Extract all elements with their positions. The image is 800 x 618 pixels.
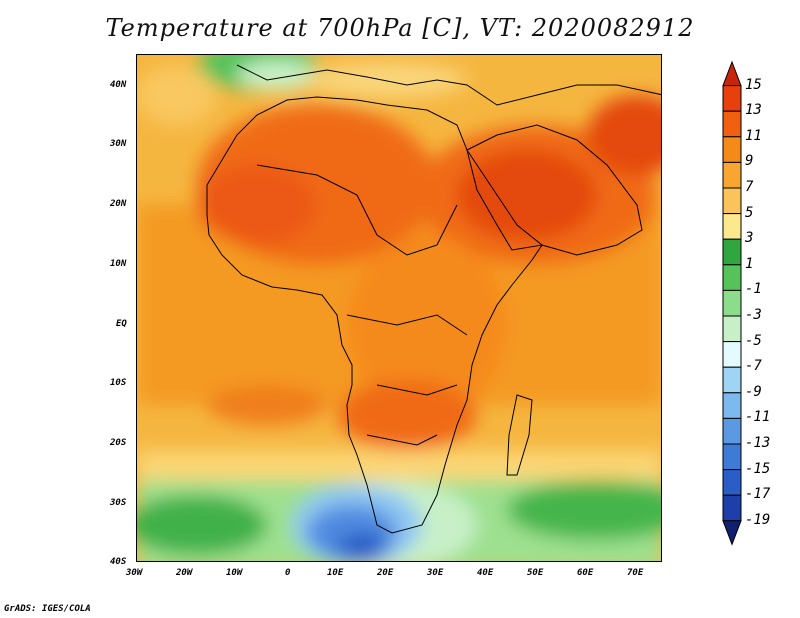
colorbar-swatch <box>722 264 742 291</box>
temperature-map <box>136 54 662 562</box>
colorbar-swatch <box>722 136 742 163</box>
colorbar-swatch <box>722 366 742 394</box>
colorbar-label: 1 <box>745 255 754 272</box>
colorbar-swatch <box>722 494 742 522</box>
lon-label: 20E <box>377 568 394 578</box>
lat-label: 20S <box>110 438 127 448</box>
colorbar-label: 3 <box>745 230 754 247</box>
colorbar-swatch <box>722 341 742 368</box>
colorbar-swatch <box>722 443 742 471</box>
lat-label: 30S <box>110 498 127 508</box>
lon-label: 20W <box>176 568 193 578</box>
grads-credit: GrADS: IGES/COLA <box>4 604 91 614</box>
map-title: Temperature at 700hPa [C], VT: 202008291… <box>105 14 695 42</box>
colorbar-arrow-bottom <box>722 520 742 546</box>
colorbar-label: 15 <box>745 76 762 93</box>
colorbar-swatch <box>722 213 742 240</box>
colorbar-label: -1 <box>745 281 762 298</box>
lon-label: 60E <box>577 568 594 578</box>
lon-label: 40E <box>477 568 494 578</box>
colorbar-swatch <box>722 85 742 112</box>
colorbar-swatch <box>722 238 742 266</box>
colorbar-label: -11 <box>745 409 771 426</box>
colorbar <box>722 60 742 546</box>
lat-label: 10S <box>110 378 127 388</box>
lon-label: 70E <box>627 568 644 578</box>
colorbar-swatch <box>722 469 742 496</box>
lon-label: 0 <box>285 568 291 578</box>
colorbar-arrow-top <box>722 60 742 87</box>
colorbar-label: -5 <box>745 332 762 349</box>
colorbar-swatch <box>722 161 742 189</box>
colorbar-label: -7 <box>745 358 762 375</box>
lat-label: 40N <box>110 80 127 90</box>
colorbar-swatches <box>722 60 742 546</box>
lat-label: 40S <box>110 557 127 567</box>
colorbar-label: 11 <box>745 127 762 144</box>
colorbar-label: 5 <box>745 204 754 221</box>
lon-label: 10E <box>327 568 344 578</box>
colorbar-label: -19 <box>745 511 771 528</box>
colorbar-swatch <box>722 289 742 317</box>
colorbar-swatch <box>722 187 742 215</box>
lat-label: 30N <box>110 139 127 149</box>
colorbar-label: -15 <box>745 460 771 477</box>
colorbar-label: -13 <box>745 435 771 451</box>
lon-label: 50E <box>527 568 544 578</box>
colorbar-label: 9 <box>745 153 754 170</box>
colorbar-swatch <box>722 392 742 419</box>
lat-label: 10N <box>110 259 127 269</box>
lon-label: 10W <box>226 568 243 578</box>
colorbar-label: -3 <box>745 307 762 323</box>
map-canvas <box>137 55 661 561</box>
colorbar-label: 7 <box>745 179 754 195</box>
lon-label: 30W <box>126 568 143 578</box>
lat-label: EQ <box>116 319 127 329</box>
lat-label: 20N <box>110 199 127 209</box>
coastlines <box>206 64 661 534</box>
colorbar-swatch <box>722 417 742 445</box>
colorbar-label: -17 <box>745 486 771 503</box>
colorbar-label: -9 <box>745 383 762 400</box>
colorbar-label: 13 <box>745 102 762 119</box>
colorbar-swatch <box>722 315 742 343</box>
colorbar-swatch <box>722 110 742 138</box>
lon-label: 30E <box>427 568 444 578</box>
